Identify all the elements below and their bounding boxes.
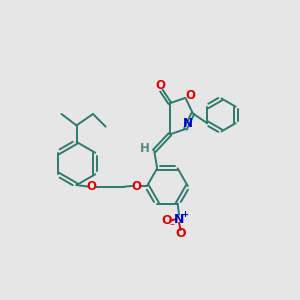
Text: N: N — [183, 116, 193, 130]
Text: O: O — [161, 214, 172, 227]
Text: O: O — [155, 79, 165, 92]
Text: H: H — [140, 142, 149, 155]
Text: O: O — [87, 180, 97, 193]
Text: +: + — [181, 210, 188, 219]
Text: O: O — [175, 227, 186, 240]
Text: O: O — [131, 179, 141, 193]
Text: O: O — [185, 89, 196, 102]
Text: ⁻: ⁻ — [169, 222, 174, 232]
Text: N: N — [174, 213, 184, 226]
